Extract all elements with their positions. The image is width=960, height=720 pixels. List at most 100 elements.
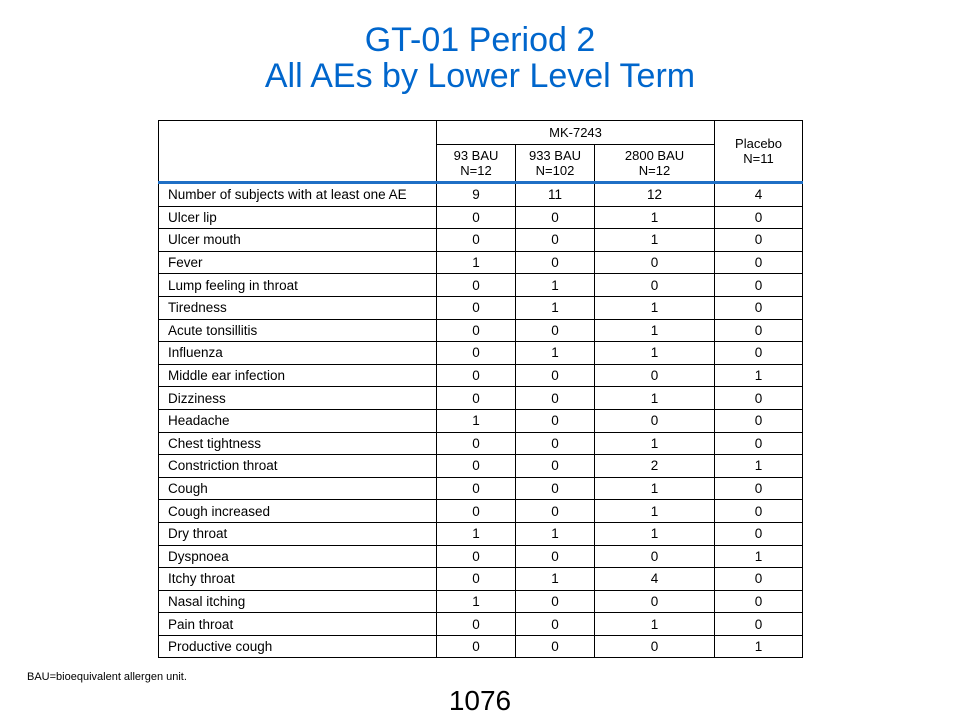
table-subheader-row: 93 BAU N=12 933 BAU N=102 2800 BAU N=12 (159, 144, 803, 184)
ae-count-cell: 12 (593, 182, 716, 207)
ae-count-cell: 1 (714, 544, 804, 569)
slide-title-line-2: All AEs by Lower Level Term (264, 57, 696, 95)
ae-count-cell: 0 (593, 544, 716, 569)
table-row: Nasal itching 1 0 0 0 (158, 589, 804, 614)
ae-count-cell: 0 (714, 521, 804, 546)
ae-count-cell: 1 (593, 612, 716, 636)
placebo-column-header: Placebo N=11 (714, 120, 804, 184)
ae-count-cell: 1 (515, 341, 595, 365)
dose-header-n: N=12 (638, 163, 671, 178)
dose-header-label: 933 BAU (528, 148, 582, 163)
ae-term-cell: Acute tonsillitis (158, 318, 437, 343)
table-row: Cough increased 0 0 1 0 (158, 499, 804, 523)
ae-count-cell: 0 (515, 634, 595, 659)
table-row: Pain throat 0 0 1 0 (158, 612, 804, 636)
footnote: BAU=bioequivalent allergen unit. (27, 671, 187, 683)
ae-term-cell: Dizziness (158, 386, 437, 410)
ae-count-cell: 1 (714, 363, 804, 388)
table-row: Number of subjects with at least one AE 9… (158, 182, 804, 207)
ae-count-cell: 0 (714, 205, 804, 230)
ae-term-cell: Chest tightness (158, 431, 437, 456)
table-row: Acute tonsillitis 0 0 1 0 (158, 318, 804, 343)
ae-count-cell: 1 (436, 250, 516, 275)
dose-column-header-933-bau: 933 BAU N=102 (515, 144, 595, 184)
ae-count-cell: 1 (593, 386, 716, 410)
ae-count-cell: 0 (436, 476, 516, 501)
ae-count-cell: 1 (714, 634, 804, 659)
table-row: Chest tightness 0 0 1 0 (158, 431, 804, 456)
ae-count-cell: 1 (515, 273, 595, 297)
ae-count-cell: 0 (436, 499, 516, 523)
slide-title: GT-01 Period 2 All AEs by Lower Level Te… (0, 22, 960, 94)
ae-count-cell: 0 (593, 250, 716, 275)
slide-title-line-1: GT-01 Period 2 (364, 21, 596, 59)
ae-count-cell: 1 (593, 476, 716, 501)
table-header-row: MK-7243 Placebo N=11 (158, 120, 804, 184)
ae-term-cell: Fever (158, 250, 437, 275)
ae-count-cell: 0 (714, 386, 804, 410)
ae-count-cell: 0 (714, 295, 804, 320)
ae-term-cell: Influenza (158, 341, 437, 365)
ae-count-cell: 0 (515, 386, 595, 410)
ae-term-cell: Nasal itching (158, 589, 437, 614)
ae-count-cell: 0 (436, 228, 516, 252)
ae-count-cell: 0 (714, 612, 804, 636)
ae-count-cell: 0 (436, 341, 516, 365)
ae-count-cell: 0 (436, 363, 516, 388)
ae-count-cell: 0 (515, 363, 595, 388)
ae-term-cell: Ulcer mouth (158, 228, 437, 252)
ae-count-cell: 0 (714, 273, 804, 297)
ae-count-cell: 0 (515, 318, 595, 343)
ae-count-cell: 0 (714, 567, 804, 591)
ae-term-cell: Cough (158, 476, 437, 501)
ae-count-cell: 1 (593, 521, 716, 546)
ae-count-cell: 0 (436, 544, 516, 569)
dose-column-header-93-bau: 93 BAU N=12 (436, 144, 516, 184)
ae-count-cell: 0 (515, 250, 595, 275)
table-row: Cough 0 0 1 0 (158, 476, 804, 501)
ae-term-cell: Itchy throat (158, 567, 437, 591)
ae-count-cell: 0 (436, 386, 516, 410)
ae-count-cell: 0 (515, 544, 595, 569)
dose-header-label: 2800 BAU (624, 148, 685, 163)
ae-count-cell: 1 (515, 567, 595, 591)
ae-count-cell: 0 (714, 431, 804, 456)
ae-count-cell: 0 (593, 589, 716, 614)
ae-term-cell: Constriction throat (158, 454, 437, 478)
ae-count-cell: 0 (714, 408, 804, 433)
ae-count-cell: 0 (436, 273, 516, 297)
ae-count-cell: 0 (515, 408, 595, 433)
ae-count-cell: 0 (714, 476, 804, 501)
dose-column-header-2800-bau: 2800 BAU N=12 (593, 144, 716, 184)
ae-count-cell: 11 (515, 182, 595, 207)
ae-term-cell: Ulcer lip (158, 205, 437, 230)
ae-count-cell: 0 (436, 318, 516, 343)
ae-count-cell: 0 (593, 273, 716, 297)
table-row: Tiredness 0 1 1 0 (158, 295, 804, 320)
ae-count-cell: 0 (714, 250, 804, 275)
table-row: Constriction throat 0 0 2 1 (158, 454, 804, 478)
ae-count-cell: 1 (593, 499, 716, 523)
ae-count-cell: 0 (515, 431, 595, 456)
ae-count-cell: 0 (436, 612, 516, 636)
ae-count-cell: 0 (714, 499, 804, 523)
ae-count-cell: 0 (436, 205, 516, 230)
table-row: Headache 1 0 0 0 (158, 408, 804, 433)
ae-term-cell: Tiredness (158, 295, 437, 320)
ae-term-cell: Middle ear infection (158, 363, 437, 388)
page-number: 1076 (448, 685, 512, 716)
ae-count-cell: 1 (436, 521, 516, 546)
ae-count-cell: 4 (714, 182, 804, 207)
ae-count-cell: 1 (436, 408, 516, 433)
table-row: Influenza 0 1 1 0 (158, 341, 804, 365)
ae-term-cell: Headache (158, 408, 437, 433)
dose-header-n: N=102 (535, 163, 575, 178)
term-column-header (158, 120, 437, 184)
ae-term-cell: Dyspnoea (158, 544, 437, 569)
table-row: Dry throat 1 1 1 0 (158, 521, 804, 546)
ae-count-cell: 0 (593, 634, 716, 659)
ae-count-cell: 0 (515, 476, 595, 501)
table-row: Middle ear infection 0 0 0 1 (158, 363, 804, 388)
ae-count-cell: 0 (593, 363, 716, 388)
ae-count-cell: 0 (515, 454, 595, 478)
